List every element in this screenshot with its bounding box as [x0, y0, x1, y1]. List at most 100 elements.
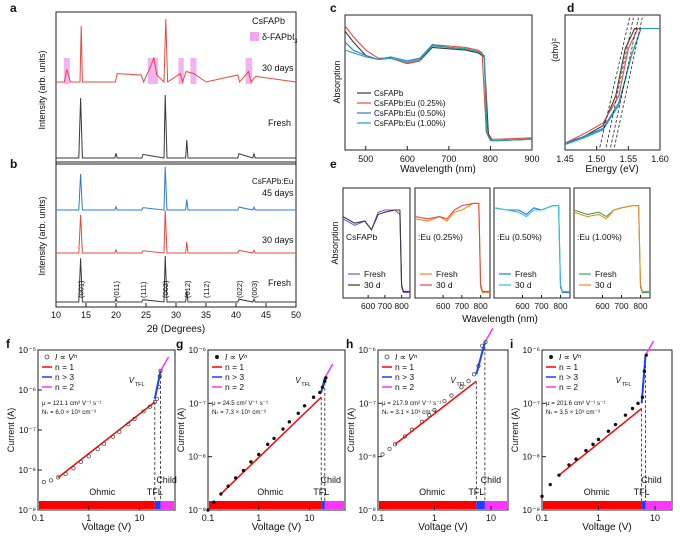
x-tick-label-e: 600: [436, 301, 450, 311]
panel-label-h: h: [346, 337, 353, 351]
series-e-black: [342, 209, 410, 292]
y-tick-label-g: 10⁻⁷: [189, 398, 206, 408]
x-tick-label-e: 800: [474, 301, 488, 311]
data-point: [644, 353, 648, 357]
region-bar-child: [645, 501, 671, 509]
series-e-cyan: [493, 205, 570, 292]
data-point: [591, 442, 595, 447]
data-point: [147, 404, 152, 409]
y-tick-label-i: 10⁻⁸: [522, 452, 540, 462]
x-tick-label-e: 800: [633, 301, 647, 311]
y-tick-label-h: 10⁻⁶: [359, 345, 376, 355]
fit-line-n1: [220, 396, 322, 495]
data-point: [449, 393, 454, 398]
axes-frame-c: [344, 14, 533, 151]
panel-label-i: i: [510, 337, 513, 351]
legend-label-e: 30 d: [364, 280, 381, 290]
legend-delta-subscript: 3: [294, 39, 298, 45]
x-tick-label-h: 1: [432, 513, 437, 523]
region-bar-ohmic: [39, 501, 155, 509]
fit-line-n2: [159, 356, 170, 372]
subpanel-label-e: :Eu (1.00%): [577, 232, 622, 242]
legend-label-e: Fresh: [436, 269, 458, 279]
region-bar-child: [160, 501, 174, 509]
fit-line-n3: [153, 370, 162, 400]
data-point: [95, 447, 100, 452]
mobility-annotation: μ = 217.9 cm² V⁻¹ s⁻¹: [382, 400, 441, 407]
vtfl-label: V: [129, 376, 135, 385]
legend-label-e: Fresh: [595, 269, 617, 279]
x-tick-label-e: 700: [534, 301, 548, 311]
x-axis-label-f: Voltage (V): [82, 522, 131, 533]
series-a-30-days: [56, 18, 297, 84]
data-point: [132, 416, 137, 421]
region-bar-ohmic: [379, 501, 477, 509]
y-tick-label-i: 10⁻⁹: [522, 505, 540, 515]
x-tick-label-e: 700: [614, 301, 628, 311]
region-label-child: Child: [481, 475, 502, 485]
data-point: [623, 413, 628, 417]
days30-label-a: 30 days: [262, 63, 294, 73]
fit-line-n1: [57, 401, 156, 479]
vtfl-subscript: TFL: [135, 382, 145, 388]
y-axis-label-f: Current (A): [6, 408, 16, 453]
series-b-45-days: [56, 166, 296, 211]
data-point: [409, 427, 415, 432]
data-point: [320, 385, 325, 389]
days30-label-b: 30 days: [262, 235, 294, 245]
tangent-line-d: [599, 17, 630, 148]
legend-delta-label: δ-FAPbI: [262, 32, 295, 42]
x-tick-label-c: 800: [483, 154, 498, 164]
data-point: [157, 374, 162, 379]
material-label-a: CsFAPb: [252, 16, 285, 26]
data-point: [154, 396, 159, 401]
panel-label-d: d: [567, 1, 574, 15]
data-point: [459, 385, 464, 390]
data-point: [117, 429, 122, 434]
trap-density-annotation: Nₜ = 7.3 × 10⁹ cm⁻³: [212, 409, 266, 416]
data-point: [419, 419, 425, 424]
axes-frame-e: [342, 187, 411, 299]
data-point: [323, 379, 327, 383]
region-label-ohmic: Ohmic: [584, 487, 611, 497]
data-point: [302, 404, 307, 408]
y-axis-label-b: Intensity (arb. units): [37, 196, 47, 275]
x-axis-label-e: Wavelength (nm): [462, 314, 538, 325]
x-tick-label-b: 40: [231, 310, 241, 320]
legend-label-iv: n = 2: [395, 382, 414, 392]
axes-frame-a: [55, 11, 297, 165]
y-tick-label-h: 10⁻⁹: [358, 505, 376, 515]
legend-marker: [549, 355, 553, 359]
legend-label-law: I ∝ Vⁿ: [395, 352, 417, 362]
x-tick-label-b: 25: [141, 310, 151, 320]
y-tick-label-f: 10⁻⁸: [18, 465, 36, 475]
data-point: [630, 406, 635, 411]
y-tick-label-i: 10⁻⁷: [523, 398, 540, 408]
trap-density-annotation: Nₜ = 3.1 × 10⁹ cm⁻³: [382, 409, 436, 416]
data-point: [156, 384, 161, 389]
x-tick-label-e: 700: [455, 301, 469, 311]
legend-marker: [384, 354, 390, 360]
axes-frame-i: [541, 349, 673, 511]
x-tick-label-g: 1: [256, 513, 261, 523]
peak-label: (011): [112, 281, 121, 298]
x-tick-label-b: 50: [291, 310, 301, 320]
series-a-fresh: [56, 94, 296, 159]
mobility-annotation: μ = 121.1 cm² V⁻¹ s⁻¹: [42, 400, 101, 407]
y-axis-label-i: Current (A): [510, 408, 520, 453]
legend-label-iv: n > 3: [395, 372, 414, 382]
data-point: [596, 437, 601, 442]
x-tick-label-e: 600: [595, 301, 609, 311]
x-tick-label-d: 1.45: [556, 154, 574, 164]
data-point: [249, 460, 253, 464]
y-tick-label-f: 10⁻⁷: [19, 425, 36, 435]
tangent-line-d: [614, 17, 643, 148]
peak-label: (112): [202, 281, 211, 298]
data-point: [387, 446, 392, 451]
data-point: [480, 343, 485, 348]
tangent-line-d: [610, 17, 639, 148]
legend-label-iv: n = 1: [55, 362, 74, 372]
data-point: [281, 427, 285, 431]
y-axis-label-a: Intensity (arb. units): [37, 50, 47, 129]
region-bar-child: [324, 501, 344, 509]
